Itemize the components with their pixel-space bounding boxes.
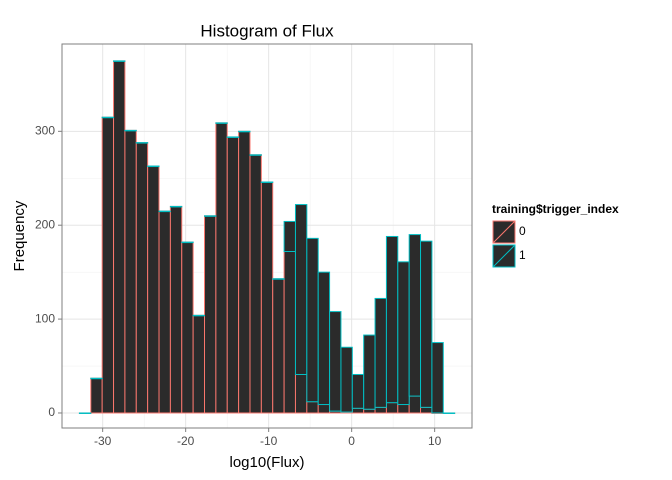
bar bbox=[317, 404, 331, 414]
y-axis-title: Frequency bbox=[11, 200, 28, 271]
bar bbox=[397, 261, 410, 406]
bar bbox=[204, 215, 217, 217]
bar bbox=[408, 234, 422, 397]
bar bbox=[192, 314, 206, 317]
legend-title: training$trigger_index bbox=[492, 202, 619, 216]
bar bbox=[147, 165, 160, 168]
bar bbox=[351, 407, 365, 414]
bar bbox=[260, 181, 274, 414]
bar bbox=[226, 136, 240, 414]
y-tick-label: 300 bbox=[35, 123, 55, 137]
bar bbox=[238, 130, 251, 133]
bar bbox=[113, 60, 126, 62]
y-tick-label: 200 bbox=[35, 217, 55, 231]
bar bbox=[101, 116, 115, 414]
bar bbox=[226, 136, 240, 138]
bar bbox=[260, 181, 274, 184]
bar bbox=[238, 130, 251, 414]
bar bbox=[374, 297, 387, 408]
x-tick-label: 0 bbox=[348, 434, 355, 448]
bar bbox=[306, 401, 319, 414]
bar bbox=[272, 278, 285, 414]
x-tick-label: -20 bbox=[177, 434, 195, 448]
bar bbox=[135, 142, 149, 414]
legend-key-slash bbox=[492, 220, 516, 244]
legend: training$trigger_index 0 1 bbox=[492, 202, 619, 268]
bar bbox=[249, 154, 262, 414]
bar bbox=[351, 373, 365, 409]
bar bbox=[385, 402, 399, 414]
legend-label: 0 bbox=[519, 224, 526, 238]
bar bbox=[101, 116, 115, 119]
bar bbox=[385, 235, 399, 404]
bar bbox=[272, 278, 285, 280]
bar bbox=[283, 250, 296, 414]
chart-title: Histogram of Flux bbox=[200, 21, 334, 40]
bar bbox=[124, 129, 137, 414]
bar bbox=[431, 342, 444, 414]
bar bbox=[249, 154, 262, 156]
x-axis-title: log10(Flux) bbox=[229, 454, 304, 471]
x-tick-label: -10 bbox=[260, 434, 278, 448]
bar bbox=[408, 395, 422, 414]
bar bbox=[294, 204, 308, 375]
bar bbox=[420, 240, 433, 408]
x-tick-label: 10 bbox=[428, 434, 442, 448]
bar bbox=[397, 404, 410, 414]
bar bbox=[181, 241, 194, 414]
bar bbox=[158, 210, 171, 414]
bar bbox=[90, 377, 103, 380]
bar bbox=[294, 373, 308, 414]
bars bbox=[78, 60, 456, 414]
bar bbox=[420, 406, 433, 414]
bar bbox=[124, 129, 137, 132]
bar bbox=[283, 220, 296, 252]
legend-key-slash bbox=[492, 244, 516, 268]
bar bbox=[306, 237, 319, 403]
bar bbox=[135, 142, 149, 144]
bar bbox=[78, 412, 92, 414]
bar bbox=[329, 311, 342, 412]
bar bbox=[181, 241, 194, 244]
panel-border bbox=[61, 43, 473, 429]
x-tick-label: -30 bbox=[94, 434, 112, 448]
bar bbox=[363, 334, 376, 410]
y-tick-label: 100 bbox=[35, 311, 55, 325]
bar bbox=[363, 408, 376, 414]
bar bbox=[158, 210, 171, 213]
bar bbox=[340, 346, 353, 413]
bar bbox=[204, 215, 217, 414]
bar bbox=[317, 271, 331, 406]
bar bbox=[169, 205, 183, 414]
bar bbox=[90, 377, 103, 414]
bar bbox=[147, 165, 160, 414]
bar bbox=[442, 412, 456, 414]
bar bbox=[169, 205, 183, 208]
bar bbox=[374, 406, 387, 414]
bar bbox=[215, 122, 228, 414]
y-tick-label: 0 bbox=[48, 405, 55, 419]
legend-label: 1 bbox=[519, 248, 526, 262]
bar bbox=[215, 122, 228, 124]
bar bbox=[113, 60, 126, 414]
bar bbox=[192, 314, 206, 414]
